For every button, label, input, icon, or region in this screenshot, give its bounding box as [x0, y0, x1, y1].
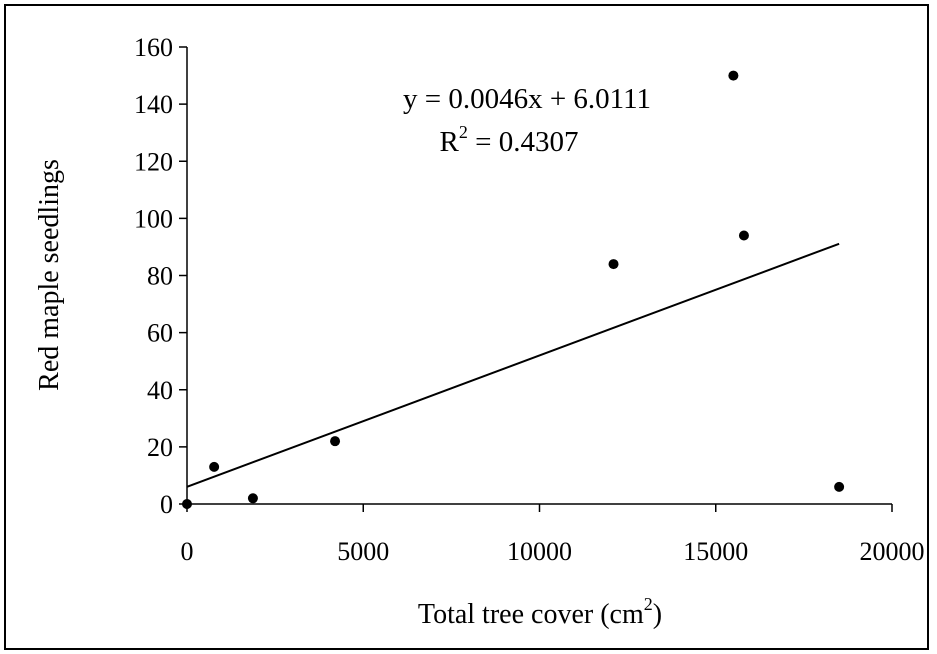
trendline-equation: y = 0.0046x + 6.0111 [403, 83, 651, 115]
r-squared-superscript: 2 [459, 122, 468, 142]
data-point [608, 259, 619, 270]
y-axis-title: Red maple seedlings [34, 159, 65, 391]
trendline [186, 242, 840, 488]
y-tick-label: 140 [134, 90, 173, 119]
y-tick-label: 80 [147, 262, 173, 291]
x-tick-label: 10000 [507, 537, 572, 566]
data-point [738, 230, 749, 241]
x-axis-title-superscript: 2 [644, 594, 653, 614]
trendline-group [186, 242, 840, 488]
y-tick-label: 120 [134, 147, 173, 176]
x-tick-labels: 0 5000 10000 15000 20000 [181, 537, 925, 566]
r-squared-value: = 0.4307 [468, 126, 579, 158]
x-axis-title-main: Total tree cover (cm [418, 599, 644, 630]
x-tick-label: 15000 [683, 537, 748, 566]
data-point [247, 493, 258, 504]
data-point [834, 481, 845, 492]
y-tick-labels: 0 20 40 60 80 100 120 140 160 [134, 33, 173, 519]
x-tick-label: 5000 [337, 537, 389, 566]
x-axis-title: Total tree cover (cm2) [418, 594, 662, 630]
y-tick-label: 0 [160, 490, 173, 519]
data-point [728, 70, 739, 81]
chart-frame [4, 4, 929, 650]
y-tick-label: 20 [147, 433, 173, 462]
x-tick-label: 20000 [860, 537, 925, 566]
data-point [330, 436, 341, 447]
x-axis-title-end: ) [653, 599, 662, 630]
data-points [182, 70, 845, 509]
r-squared-prefix: R [440, 126, 460, 158]
y-tick-label: 100 [134, 204, 173, 233]
y-tick-label: 40 [147, 376, 173, 405]
y-tick-label: 60 [147, 319, 173, 348]
x-tick-label: 0 [181, 537, 194, 566]
data-point [209, 461, 220, 472]
r-squared-label: R2 = 0.4307 [440, 122, 579, 158]
data-point [182, 499, 192, 509]
y-tick-label: 160 [134, 33, 173, 62]
axes [179, 46, 893, 512]
